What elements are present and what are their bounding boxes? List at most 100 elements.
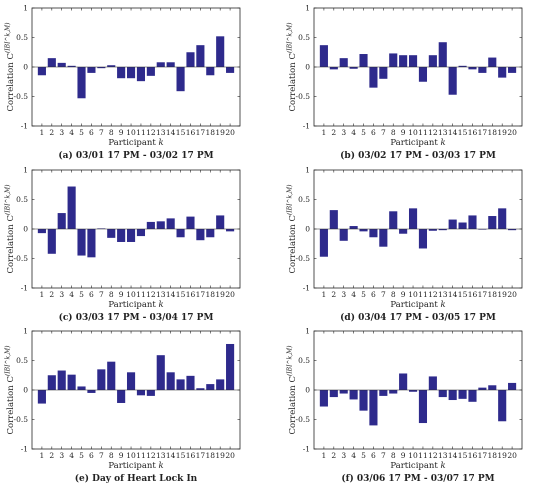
x-tick-label: 2	[49, 290, 54, 299]
bar	[349, 226, 358, 229]
x-tick-label: 17	[478, 451, 488, 460]
x-tick-label: 6	[371, 128, 376, 137]
x-tick-label: 20	[507, 128, 517, 137]
bar	[196, 45, 205, 67]
bar	[488, 57, 497, 67]
x-tick-label: 10	[408, 128, 418, 137]
bar	[389, 390, 398, 394]
x-tick-label: 12	[428, 128, 438, 137]
x-tick-label: 12	[428, 451, 438, 460]
bar	[418, 229, 428, 249]
x-tick-label: 8	[109, 128, 114, 137]
bar	[329, 390, 338, 398]
bar	[488, 385, 497, 390]
x-tick-label: 15	[458, 451, 468, 460]
x-tick-label: 2	[331, 451, 336, 460]
x-tick-label: 3	[341, 290, 346, 299]
x-tick-label: 3	[341, 128, 346, 137]
x-tick-label: 17	[478, 290, 488, 299]
bar	[47, 229, 56, 254]
x-tick-label: 18	[206, 290, 216, 299]
x-tick-label: 15	[458, 128, 468, 137]
bar	[196, 388, 205, 390]
bar	[186, 375, 195, 390]
x-tick-label: 7	[381, 451, 386, 460]
x-tick-label: 3	[341, 451, 346, 460]
bar	[349, 390, 358, 400]
bar	[156, 355, 165, 390]
bar	[166, 372, 175, 390]
bar	[498, 208, 507, 229]
y-axis-label: Correlation C(IBI^k,M)	[5, 22, 17, 112]
x-tick-label: 16	[186, 451, 196, 460]
x-tick-label: 10	[408, 290, 418, 299]
x-tick-label: 4	[351, 451, 356, 460]
bar	[136, 390, 146, 396]
bar	[389, 53, 398, 67]
x-axis-label: Participant k	[108, 300, 163, 310]
x-tick-label: 6	[89, 451, 94, 460]
bar	[339, 229, 348, 241]
x-tick-label: 20	[507, 290, 517, 299]
bar	[349, 67, 358, 69]
x-tick-label: 19	[215, 128, 225, 137]
x-tick-label: 17	[196, 128, 206, 137]
bar	[508, 382, 517, 390]
y-tick-label: -1	[303, 122, 310, 131]
x-tick-label: 7	[99, 128, 104, 137]
y-tick-label: 0.5	[298, 356, 310, 365]
x-tick-label: 18	[488, 451, 498, 460]
bar	[438, 229, 447, 231]
chart-panel: -1-0.500.511 2 3 4 5 6 7 8 9 10 11 12 13 14 15 16 17 18 19…	[5, 327, 241, 484]
x-tick-label: 20	[507, 451, 517, 460]
bar	[67, 374, 76, 390]
bar	[206, 67, 215, 76]
bar	[166, 218, 175, 229]
bar	[379, 229, 388, 247]
x-tick-label: 11	[418, 451, 428, 460]
x-tick-label: 20	[225, 290, 235, 299]
bar	[359, 390, 368, 411]
bar	[488, 216, 497, 229]
y-tick-label: -1	[21, 284, 28, 293]
y-tick-label: 0.5	[298, 33, 310, 42]
x-tick-label: 4	[69, 451, 74, 460]
bar	[216, 215, 225, 229]
y-tick-label: -0.5	[296, 92, 311, 101]
bar	[176, 67, 185, 92]
bar	[359, 229, 368, 232]
x-tick-label: 5	[79, 290, 84, 299]
x-tick-label: 2	[49, 128, 54, 137]
y-axis-label: Correlation C(IBI^k,M)	[287, 184, 299, 274]
x-tick-label: 13	[156, 451, 166, 460]
x-tick-label: 10	[126, 128, 136, 137]
x-tick-label: 15	[176, 451, 186, 460]
x-tick-label: 18	[488, 290, 498, 299]
bar	[176, 229, 185, 238]
x-tick-label: 1	[322, 290, 327, 299]
bar	[206, 384, 215, 390]
x-tick-label: 18	[206, 451, 216, 460]
x-tick-label: 9	[401, 451, 406, 460]
x-tick-label: 13	[438, 451, 448, 460]
y-tick-label: 1	[23, 4, 28, 13]
panel-caption: (c) 03/03 17 PM - 03/04 17 PM	[59, 312, 214, 323]
x-tick-label: 15	[458, 290, 468, 299]
bar	[156, 221, 165, 229]
x-tick-label: 3	[59, 451, 64, 460]
y-tick-label: 0.5	[16, 356, 28, 365]
y-tick-label: -0.5	[296, 415, 311, 424]
y-tick-label: -0.5	[296, 254, 311, 263]
bar	[47, 375, 56, 390]
bar	[146, 390, 155, 396]
x-tick-label: 10	[126, 451, 136, 460]
chart-panel: -1-0.500.511 2 3 4 5 6 7 8 9 10 11 12 13 14 15 16 17 18 19…	[287, 327, 523, 484]
bar	[498, 67, 507, 78]
x-tick-label: 16	[186, 290, 196, 299]
bar	[359, 54, 368, 67]
x-tick-label: 5	[79, 128, 84, 137]
bar	[478, 387, 487, 390]
bar	[87, 390, 96, 393]
x-axis-label: Participant k	[390, 461, 445, 471]
bar	[438, 390, 447, 398]
